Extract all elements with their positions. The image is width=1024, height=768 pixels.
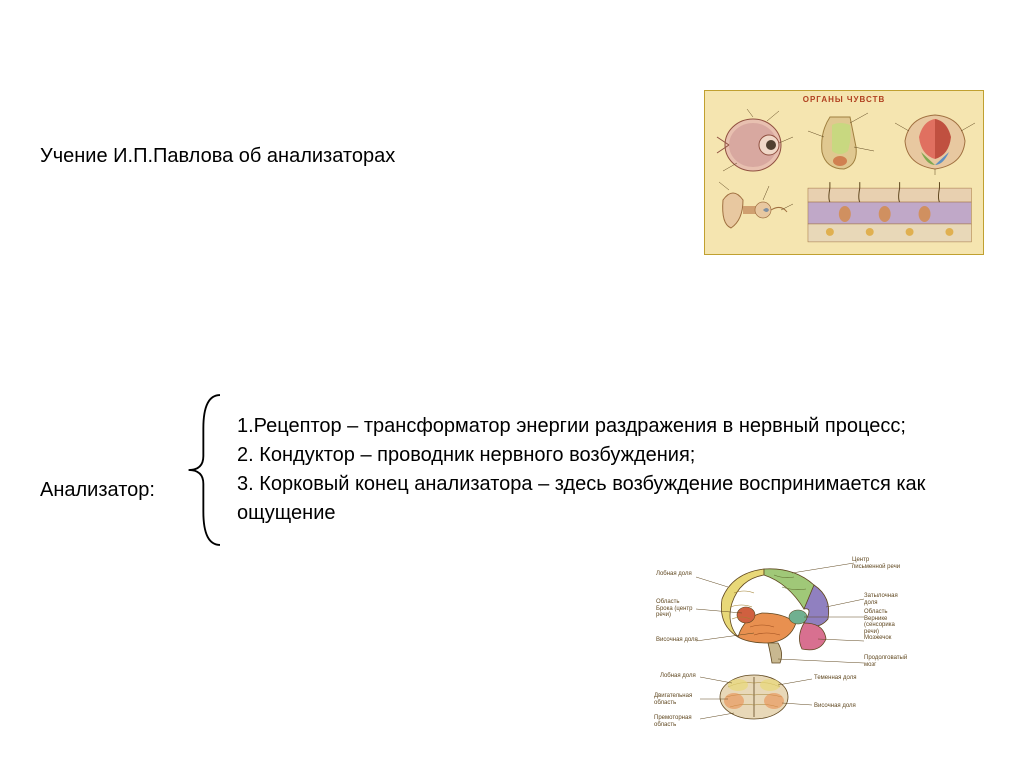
label-cerebellum: Мозжечок xyxy=(864,635,891,642)
analyzer-parts: 1.Рецептор – трансформатор энергии раздр… xyxy=(237,412,970,528)
skin-icon xyxy=(800,180,979,250)
label-wernicke: Область Вернике (сенсорика речи) xyxy=(864,609,908,635)
nose-icon xyxy=(800,107,888,177)
analyzer-part-2: 2. Кондуктор – проводник нервного возбуж… xyxy=(237,441,970,470)
label-frontal: Лобная доля xyxy=(656,571,692,578)
sense-eye xyxy=(709,106,798,178)
label-speech: Центр письменной речи xyxy=(852,557,902,570)
sense-skin xyxy=(800,180,979,252)
analyzer-section: Анализатор: 1.Рецептор – трансформатор э… xyxy=(40,385,970,555)
senses-grid xyxy=(709,106,979,251)
label-premotor: Премоторная область xyxy=(654,715,702,728)
slide-heading: Учение И.П.Павлова об анализаторах xyxy=(40,145,395,168)
sense-taste xyxy=(890,106,979,178)
label-temporal2: Височная доля xyxy=(814,703,856,710)
label-medulla: Продолговатый мозг xyxy=(864,655,914,668)
label-occipital: Затылочная доля xyxy=(864,593,904,606)
label-motor: Двигательная область xyxy=(654,693,700,706)
analyzer-label: Анализатор: xyxy=(40,439,183,502)
ear-icon xyxy=(709,180,797,250)
senses-chart: ОРГАНЫ ЧУВСТВ xyxy=(704,90,984,255)
label-broca: Область Брока (центр речи) xyxy=(656,599,696,619)
analyzer-part-1: 1.Рецептор – трансформатор энергии раздр… xyxy=(237,412,970,441)
taste-icon xyxy=(891,107,979,177)
senses-chart-title: ОРГАНЫ ЧУВСТВ xyxy=(709,95,979,104)
sense-ear xyxy=(709,180,798,252)
sense-nose xyxy=(800,106,889,178)
analyzer-part-3: 3. Корковый конец анализатора – здесь во… xyxy=(237,470,970,528)
label-parietal: Теменная доля xyxy=(814,675,856,682)
label-frontal2: Лобная доля xyxy=(660,673,696,680)
label-temporal: Височная доля xyxy=(656,637,698,644)
eye-icon xyxy=(709,107,797,177)
brain-chart: Лобная доля Область Брока (центр речи) В… xyxy=(654,555,904,730)
bracket-icon xyxy=(183,385,225,555)
